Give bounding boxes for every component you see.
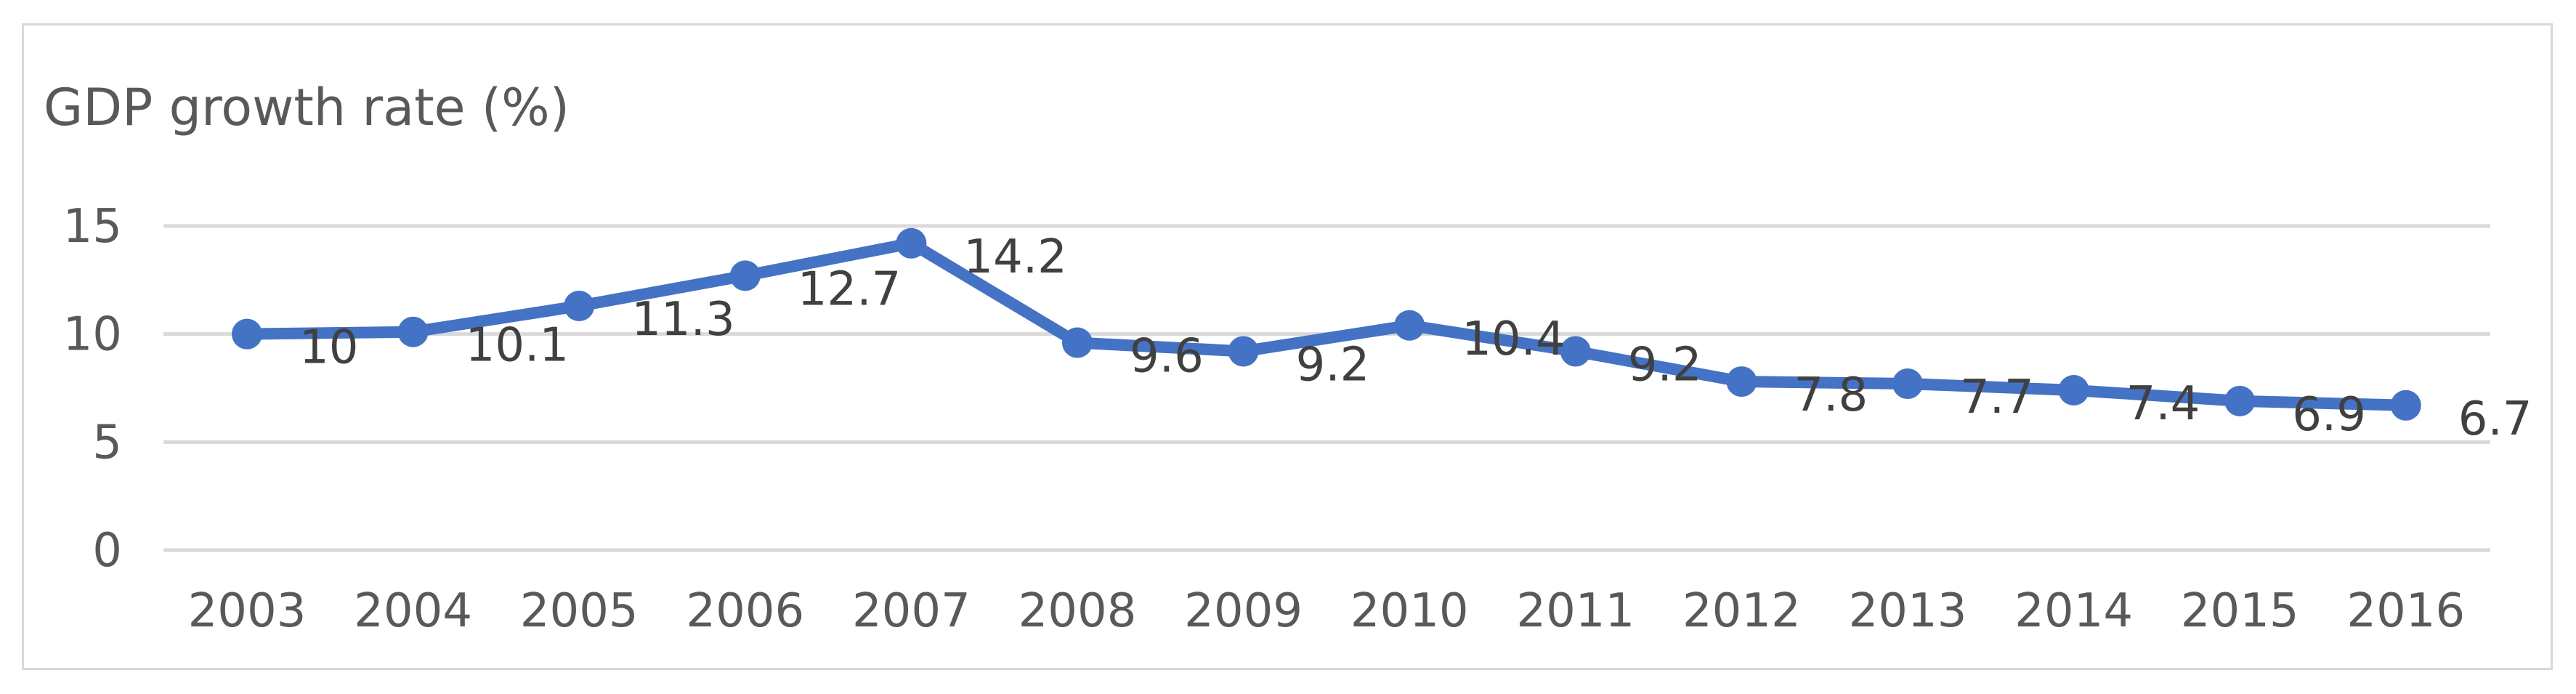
data-label: 7.8 — [1794, 368, 1868, 422]
data-label: 10 — [299, 321, 358, 375]
x-tick-label: 2004 — [354, 584, 472, 638]
data-label: 12.7 — [798, 262, 902, 316]
data-label: 6.9 — [2292, 388, 2366, 442]
data-point — [2390, 390, 2421, 421]
data-point — [896, 227, 927, 259]
x-tick-label: 2010 — [1350, 584, 1469, 638]
y-tick-label: 10 — [63, 308, 122, 362]
x-tick-label: 2005 — [520, 584, 639, 638]
data-point — [1726, 366, 1757, 398]
data-point — [1892, 368, 1923, 400]
data-point — [1560, 336, 1591, 367]
data-point — [564, 291, 595, 322]
data-point — [232, 318, 262, 350]
series-line-group — [241, 237, 2412, 411]
x-tick-label: 2009 — [1184, 584, 1303, 638]
data-label: 6.7 — [2458, 392, 2532, 446]
data-point — [1394, 310, 1425, 341]
x-tick-label: 2012 — [1682, 584, 1801, 638]
x-tick-label: 2013 — [1849, 584, 1967, 638]
data-labels: 10 10.1 11.3 12.7 14.2 9.6 9.2 10.4 9.2 7.8 7.7 7.4… — [299, 230, 2532, 446]
data-points — [232, 227, 2421, 421]
x-tick-label: 2011 — [1516, 584, 1635, 638]
data-point — [1228, 336, 1259, 367]
x-axis-tick-labels: 2003 2004 2005 2006 2007 2008 2009 2010 2011 2012… — [188, 584, 2466, 638]
y-tick-label: 5 — [92, 416, 122, 469]
x-tick-label: 2015 — [2181, 584, 2299, 638]
x-tick-label: 2003 — [188, 584, 307, 638]
data-label: 9.2 — [1296, 338, 1370, 392]
data-point — [397, 316, 429, 347]
data-point — [1062, 327, 1093, 358]
data-label: 10.4 — [1462, 312, 1566, 366]
data-label: 10.1 — [466, 319, 570, 373]
x-tick-label: 2008 — [1018, 584, 1137, 638]
data-label: 11.3 — [631, 293, 735, 347]
x-tick-label: 2007 — [852, 584, 971, 638]
data-point — [2224, 385, 2256, 416]
x-tick-label: 2014 — [2014, 584, 2133, 638]
y-tick-label: 0 — [92, 524, 122, 578]
data-label: 9.2 — [1628, 338, 1702, 392]
data-point — [2058, 374, 2089, 405]
data-label: 7.7 — [1960, 371, 2034, 424]
data-point — [729, 260, 761, 291]
x-tick-label: 2016 — [2346, 584, 2465, 638]
y-axis-tick-labels: 0 5 10 15 — [63, 200, 122, 578]
chart-title: GDP growth rate (%) — [44, 78, 570, 137]
series-line — [241, 237, 2412, 411]
data-label: 7.4 — [2126, 377, 2200, 431]
x-tick-label: 2006 — [686, 584, 804, 638]
data-label: 14.2 — [963, 230, 1067, 284]
data-label: 9.6 — [1130, 330, 1204, 384]
y-tick-label: 15 — [63, 200, 122, 254]
